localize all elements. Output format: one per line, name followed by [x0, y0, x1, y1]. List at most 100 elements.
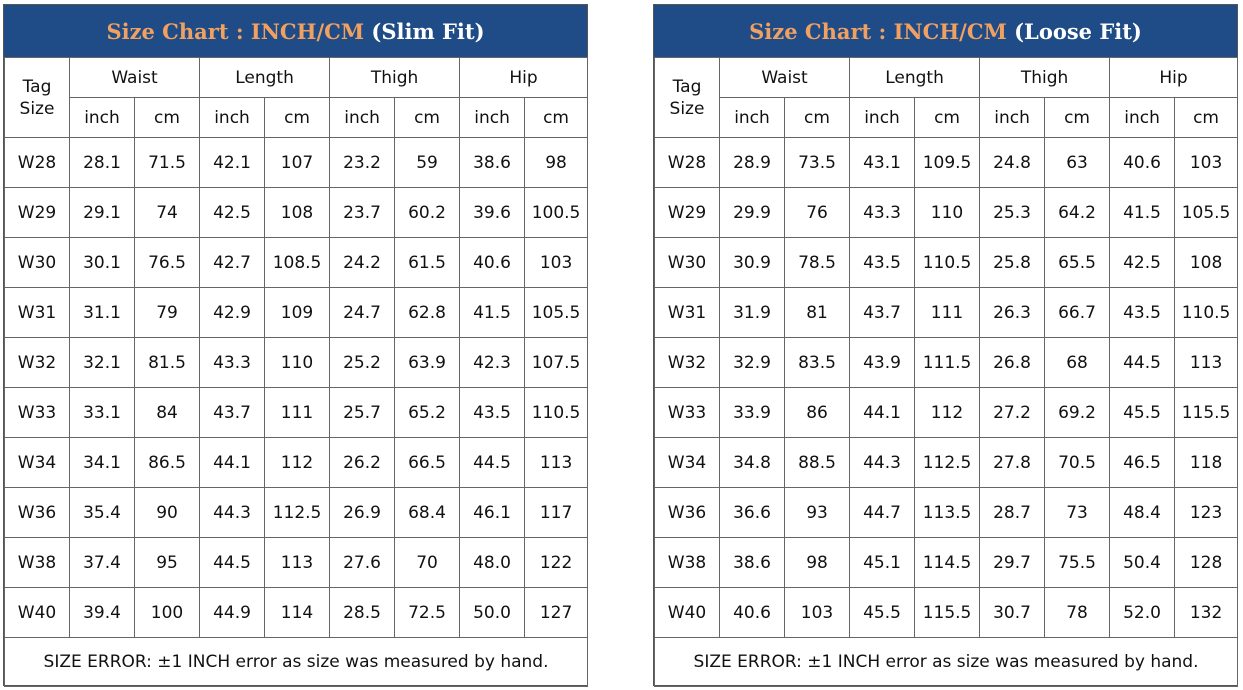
inch-value-cell: 40.6	[459, 237, 526, 288]
unit-header: inch	[329, 97, 396, 138]
chart-title-fit: (Slim Fit)	[371, 19, 485, 44]
tag-size-cell: W31	[654, 287, 720, 338]
chart-title-main: Size Chart : INCH/CM	[749, 19, 1015, 44]
tag-size-header: Tag Size	[654, 57, 720, 138]
cm-value-cell: 108	[1174, 237, 1239, 288]
unit-header: cm	[914, 97, 981, 138]
table-row: W34 34.1 86.5 44.1 112 26.2 66.5 44.5 113	[4, 437, 589, 488]
hip-header: Hip	[1109, 57, 1239, 98]
tag-size-cell: W32	[654, 337, 720, 388]
table-row: W40 39.4 100 44.9 114 28.5 72.5 50.0 127	[4, 587, 589, 638]
cm-value-cell: 113	[1174, 337, 1239, 388]
cm-value-cell: 66.5	[394, 437, 461, 488]
cm-value-cell: 75.5	[1044, 537, 1111, 588]
cm-value-cell: 100.5	[524, 187, 589, 238]
inch-value-cell: 50.4	[1109, 537, 1176, 588]
cm-value-cell: 79	[133, 287, 201, 338]
tag-size-cell: W33	[4, 387, 70, 438]
table-row: W28 28.1 71.5 42.1 107 23.2 59 38.6 98	[4, 137, 589, 188]
tag-size-cell: W40	[654, 587, 720, 638]
unit-header: inch	[719, 97, 785, 138]
inch-value-cell: 44.5	[1109, 337, 1176, 388]
unit-header: cm	[1044, 97, 1111, 138]
cm-value-cell: 74	[133, 187, 201, 238]
cm-value-cell: 81.5	[133, 337, 201, 388]
unit-header: cm	[133, 97, 201, 138]
cm-value-cell: 83.5	[783, 337, 851, 388]
inch-value-cell: 42.7	[199, 237, 266, 288]
loose-fit-size-chart: Size Chart : INCH/CM (Loose Fit) Tag Siz…	[653, 4, 1239, 687]
tag-size-cell: W28	[654, 137, 720, 188]
inch-value-cell: 46.5	[1109, 437, 1176, 488]
cm-value-cell: 65.2	[394, 387, 461, 438]
cm-value-cell: 98	[524, 137, 589, 188]
tag-size-header-line1: Tag	[22, 76, 52, 97]
inch-value-cell: 42.9	[199, 287, 266, 338]
cm-value-cell: 110.5	[1174, 287, 1239, 338]
inch-value-cell: 31.1	[69, 287, 135, 338]
inch-value-cell: 42.5	[199, 187, 266, 238]
inch-value-cell: 25.2	[329, 337, 396, 388]
cm-value-cell: 76	[783, 187, 851, 238]
table-row: W36 36.6 93 44.7 113.5 28.7 73 48.4 123	[654, 487, 1239, 538]
inch-value-cell: 24.7	[329, 287, 396, 338]
inch-value-cell: 29.7	[979, 537, 1046, 588]
inch-value-cell: 27.6	[329, 537, 396, 588]
unit-header: inch	[849, 97, 916, 138]
cm-value-cell: 68	[1044, 337, 1111, 388]
inch-value-cell: 43.3	[199, 337, 266, 388]
cm-value-cell: 81	[783, 287, 851, 338]
cm-value-cell: 73.5	[783, 137, 851, 188]
table-row: W33 33.1 84 43.7 111 25.7 65.2 43.5 110.5	[4, 387, 589, 438]
cm-value-cell: 78	[1044, 587, 1111, 638]
tag-size-header-line2: Size	[19, 98, 55, 119]
size-error-note: SIZE ERROR: ±1 INCH error as size was me…	[3, 637, 589, 687]
table-row: W31 31.9 81 43.7 111 26.3 66.7 43.5 110.5	[654, 287, 1239, 338]
thigh-header: Thigh	[329, 57, 461, 98]
unit-header: inch	[69, 97, 135, 138]
cm-value-cell: 113	[264, 537, 331, 588]
inch-value-cell: 24.8	[979, 137, 1046, 188]
inch-value-cell: 33.1	[69, 387, 135, 438]
cm-value-cell: 62.8	[394, 287, 461, 338]
cm-value-cell: 90	[133, 487, 201, 538]
cm-value-cell: 60.2	[394, 187, 461, 238]
cm-value-cell: 105.5	[524, 287, 589, 338]
cm-value-cell: 84	[133, 387, 201, 438]
inch-value-cell: 43.7	[849, 287, 916, 338]
cm-value-cell: 114	[264, 587, 331, 638]
tag-size-cell: W31	[4, 287, 70, 338]
inch-value-cell: 43.5	[1109, 287, 1176, 338]
cm-value-cell: 107.5	[524, 337, 589, 388]
cm-value-cell: 64.2	[1044, 187, 1111, 238]
inch-value-cell: 29.9	[719, 187, 785, 238]
unit-header: inch	[1109, 97, 1176, 138]
inch-value-cell: 28.7	[979, 487, 1046, 538]
inch-value-cell: 25.8	[979, 237, 1046, 288]
cm-value-cell: 88.5	[783, 437, 851, 488]
inch-value-cell: 28.9	[719, 137, 785, 188]
waist-header: Waist	[68, 57, 201, 98]
unit-header: cm	[783, 97, 851, 138]
inch-value-cell: 23.7	[329, 187, 396, 238]
tag-size-header-line1: Tag	[672, 76, 702, 97]
table-row: W38 37.4 95 44.5 113 27.6 70 48.0 122	[4, 537, 589, 588]
table-row: W29 29.1 74 42.5 108 23.7 60.2 39.6 100.5	[4, 187, 589, 238]
inch-value-cell: 26.8	[979, 337, 1046, 388]
cm-value-cell: 78.5	[783, 237, 851, 288]
cm-value-cell: 76.5	[133, 237, 201, 288]
inch-value-cell: 30.1	[69, 237, 135, 288]
slim-fit-size-chart: Size Chart : INCH/CM (Slim Fit) Tag Size…	[3, 4, 589, 687]
inch-value-cell: 24.2	[329, 237, 396, 288]
inch-value-cell: 41.5	[459, 287, 526, 338]
cm-value-cell: 103	[783, 587, 851, 638]
inch-value-cell: 26.9	[329, 487, 396, 538]
cm-value-cell: 73	[1044, 487, 1111, 538]
inch-value-cell: 26.3	[979, 287, 1046, 338]
cm-value-cell: 66.7	[1044, 287, 1111, 338]
chart-title: Size Chart : INCH/CM (Loose Fit)	[654, 5, 1237, 57]
inch-value-cell: 32.9	[719, 337, 785, 388]
cm-value-cell: 70	[394, 537, 461, 588]
cm-value-cell: 70.5	[1044, 437, 1111, 488]
inch-value-cell: 44.3	[199, 487, 266, 538]
